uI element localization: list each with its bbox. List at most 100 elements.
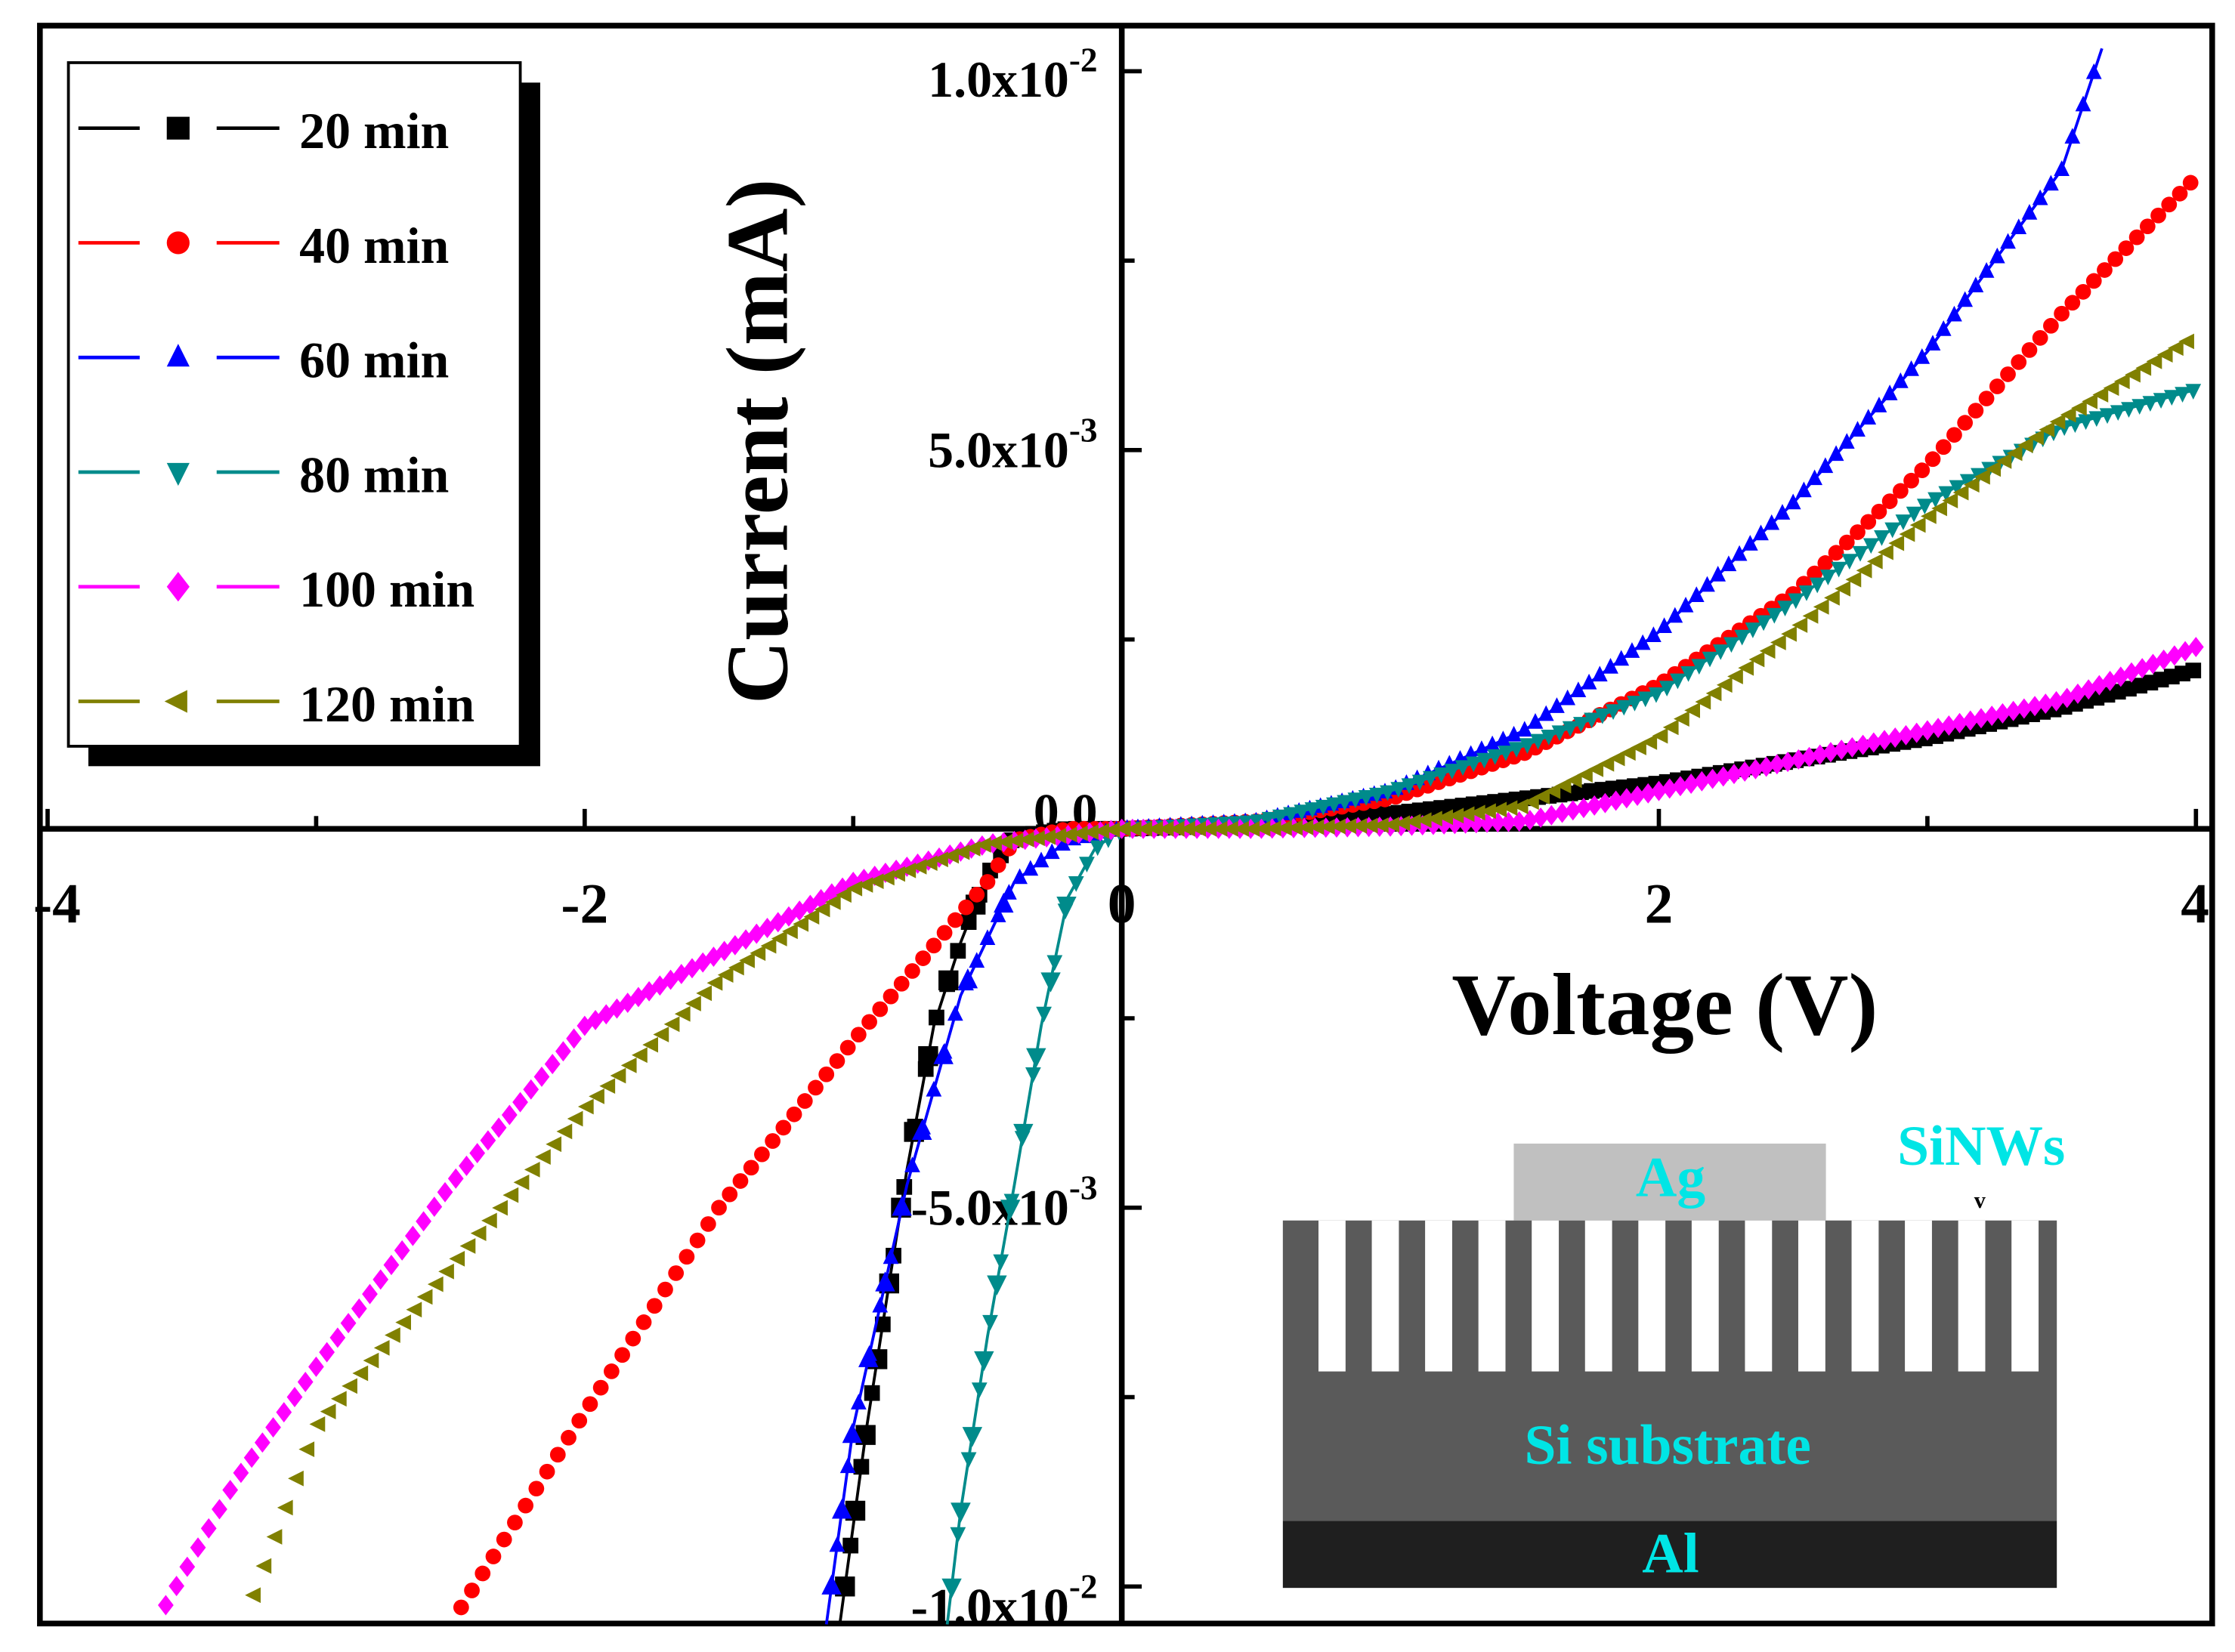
data-point	[496, 1531, 512, 1548]
data-point	[1759, 643, 1776, 659]
data-point	[286, 1387, 303, 1408]
data-point	[875, 1271, 895, 1292]
data-point	[2071, 400, 2087, 416]
x-axis-title: Voltage (V)	[1451, 956, 1878, 1054]
data-point	[212, 1499, 227, 1520]
data-point	[222, 1480, 239, 1501]
data-point	[2185, 662, 2202, 679]
al-contact	[1282, 1521, 2057, 1589]
data-point	[2075, 283, 2091, 300]
data-point	[1326, 797, 1342, 814]
data-point	[1662, 778, 1678, 799]
data-point	[1465, 756, 1482, 773]
data-point	[1833, 740, 1850, 761]
data-point	[1916, 499, 1933, 515]
data-point	[2082, 394, 2097, 409]
nanowire-gap	[1958, 1220, 1986, 1372]
data-point	[1538, 705, 1554, 721]
data-point	[786, 1106, 802, 1122]
sinws-pointer-icon: v	[1974, 1187, 1986, 1213]
data-point	[771, 931, 787, 946]
data-point	[706, 974, 723, 991]
data-point	[1824, 589, 1840, 606]
data-point	[1007, 832, 1024, 849]
data-point	[2177, 641, 2193, 662]
ag-contact	[1513, 1143, 1826, 1221]
data-point	[950, 943, 966, 959]
data-point	[1351, 817, 1368, 834]
nanowire-gap	[2011, 1220, 2039, 1372]
data-point	[1942, 493, 1958, 508]
data-point	[539, 1463, 555, 1480]
data-point	[1436, 814, 1452, 835]
data-point	[1796, 481, 1812, 498]
data-point	[288, 1470, 304, 1487]
data-point	[555, 1041, 571, 1062]
data-point	[1850, 421, 1866, 437]
data-point	[1544, 783, 1561, 799]
data-point	[298, 1441, 315, 1457]
data-point	[1587, 761, 1604, 777]
data-point	[1055, 835, 1071, 851]
data-point	[1158, 820, 1174, 837]
data-point	[2118, 240, 2135, 256]
data-point	[592, 1379, 609, 1396]
data-point	[1427, 811, 1442, 827]
data-point	[1566, 772, 1582, 789]
data-point	[1968, 403, 1984, 418]
data-point	[1573, 717, 1589, 733]
data-point	[2017, 437, 2033, 453]
data-point	[1651, 780, 1667, 801]
data-point	[1071, 825, 1088, 841]
data-point	[2121, 402, 2137, 418]
data-point	[1656, 617, 1672, 633]
data-point	[1362, 817, 1378, 834]
data-point	[620, 1058, 637, 1073]
data-point	[1903, 472, 1919, 489]
data-point	[1577, 767, 1593, 783]
data-point	[308, 1356, 324, 1377]
data-point	[796, 1093, 813, 1109]
data-point	[2099, 408, 2116, 425]
data-point	[938, 970, 959, 991]
data-point	[2032, 329, 2048, 346]
data-point	[1693, 770, 1710, 792]
data-point	[739, 953, 755, 968]
legend-item: 60 min	[78, 332, 449, 389]
data-point	[1995, 702, 2011, 724]
data-point	[404, 1225, 421, 1246]
data-point	[1680, 665, 1696, 682]
data-point	[1560, 689, 1576, 706]
data-point	[2167, 340, 2184, 357]
data-point	[874, 1316, 891, 1332]
nanowire-gap	[1532, 1220, 1560, 1372]
data-point	[362, 1283, 378, 1305]
data-point	[1930, 718, 1946, 739]
data-point	[824, 894, 841, 910]
data-point	[904, 963, 920, 979]
data-point	[986, 835, 1002, 851]
data-point	[1935, 439, 1952, 455]
data-point	[1927, 492, 1943, 508]
data-point	[1845, 571, 1862, 588]
data-point	[2078, 414, 2094, 431]
data-point	[1501, 811, 1516, 832]
legend-label: 120 min	[299, 676, 475, 733]
data-point	[158, 1595, 174, 1616]
data-point	[929, 1009, 944, 1026]
data-point	[1779, 752, 1796, 773]
data-point	[872, 1296, 889, 1313]
data-point	[351, 1298, 367, 1319]
data-point	[1437, 809, 1454, 826]
data-point	[1484, 735, 1501, 752]
data-point	[1914, 347, 1931, 364]
data-point	[926, 937, 942, 954]
data-point	[1093, 823, 1110, 839]
data-point	[1817, 457, 1834, 474]
data-point	[459, 1238, 476, 1254]
data-point	[528, 1481, 545, 1497]
data-point	[1415, 812, 1432, 829]
data-point	[1871, 503, 1887, 520]
data-point	[829, 1536, 845, 1552]
y-tick-mantissa: -1.0x10	[911, 1578, 1069, 1635]
